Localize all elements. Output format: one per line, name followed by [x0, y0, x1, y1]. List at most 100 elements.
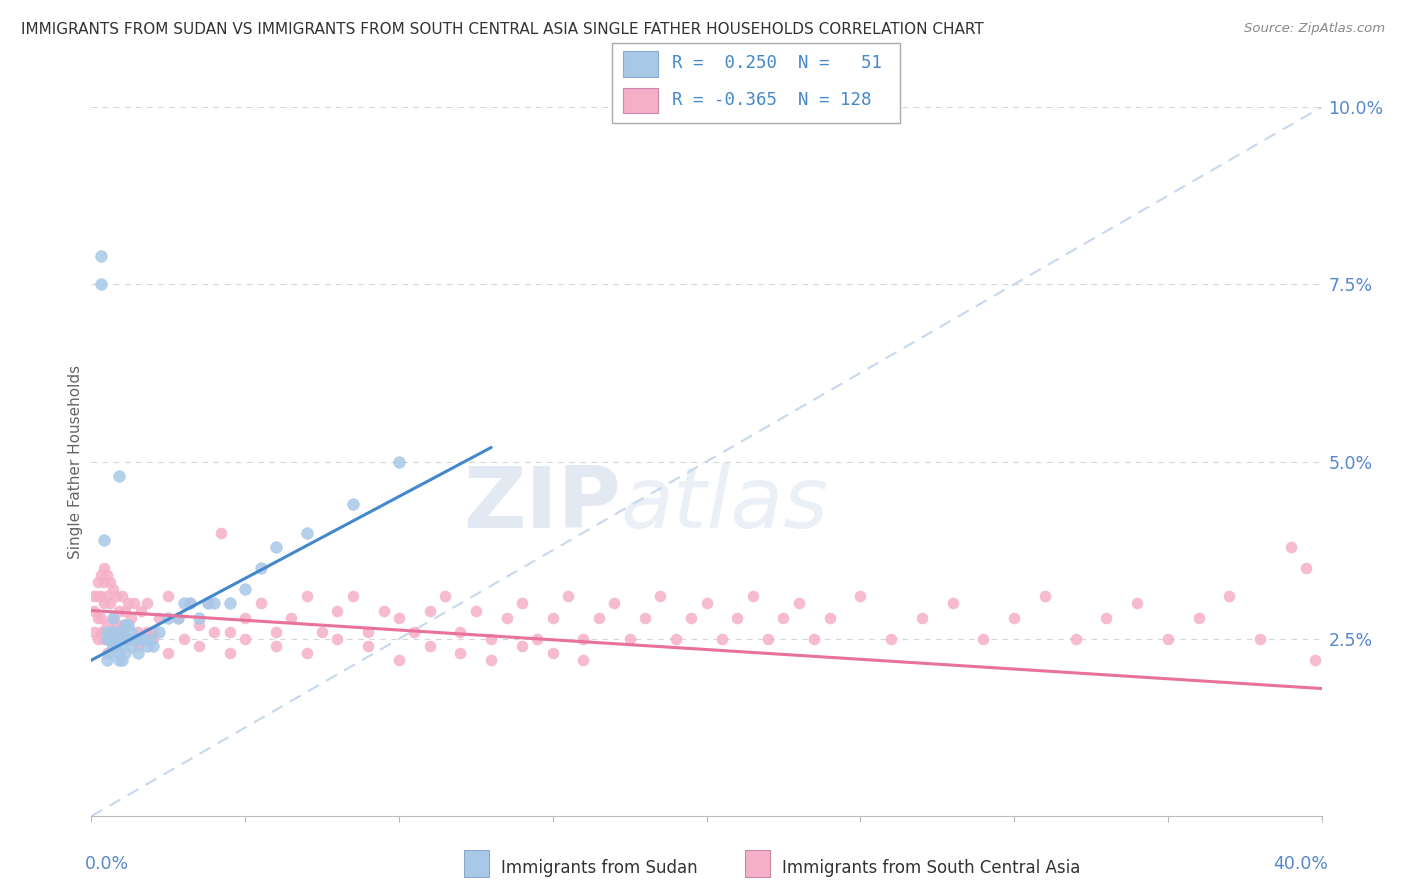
- Point: [218, 624, 240, 639]
- Point: [1305, 653, 1327, 667]
- Point: [120, 624, 142, 639]
- Point: [111, 624, 134, 639]
- Point: [479, 632, 502, 646]
- Point: [787, 597, 810, 611]
- Point: [96, 590, 118, 604]
- Point: [98, 597, 121, 611]
- Point: [135, 639, 157, 653]
- Point: [98, 646, 121, 660]
- Point: [117, 617, 139, 632]
- Point: [98, 575, 121, 590]
- Point: [114, 617, 136, 632]
- Point: [127, 646, 149, 660]
- Bar: [623, 51, 658, 77]
- Point: [419, 639, 441, 653]
- Point: [295, 525, 318, 540]
- Point: [419, 603, 441, 617]
- Point: [342, 590, 364, 604]
- Point: [93, 533, 115, 547]
- Point: [142, 639, 165, 653]
- Point: [342, 497, 364, 511]
- Point: [173, 632, 195, 646]
- Point: [157, 646, 180, 660]
- Point: [90, 277, 112, 292]
- Point: [1126, 597, 1149, 611]
- Point: [650, 590, 672, 604]
- Point: [1002, 610, 1025, 624]
- Point: [741, 590, 763, 604]
- Text: IMMIGRANTS FROM SUDAN VS IMMIGRANTS FROM SOUTH CENTRAL ASIA SINGLE FATHER HOUSEH: IMMIGRANTS FROM SUDAN VS IMMIGRANTS FROM…: [21, 22, 984, 37]
- Point: [148, 624, 170, 639]
- Point: [173, 597, 195, 611]
- Point: [818, 610, 841, 624]
- Point: [96, 617, 118, 632]
- Point: [96, 632, 118, 646]
- Point: [209, 525, 232, 540]
- Point: [101, 610, 124, 624]
- Point: [101, 610, 124, 624]
- Point: [249, 561, 271, 575]
- Point: [233, 582, 256, 597]
- Text: 0.0%: 0.0%: [86, 855, 129, 873]
- Point: [93, 632, 115, 646]
- Point: [1295, 561, 1317, 575]
- Point: [710, 632, 733, 646]
- Point: [148, 610, 170, 624]
- Point: [464, 603, 486, 617]
- Point: [93, 575, 115, 590]
- Point: [96, 653, 118, 667]
- Text: Immigrants from South Central Asia: Immigrants from South Central Asia: [782, 859, 1080, 877]
- Point: [681, 610, 703, 624]
- Point: [911, 610, 934, 624]
- Point: [83, 590, 105, 604]
- Point: [117, 597, 139, 611]
- Point: [295, 590, 318, 604]
- Point: [90, 624, 112, 639]
- Point: [541, 646, 564, 660]
- Point: [120, 610, 142, 624]
- Point: [111, 632, 134, 646]
- Point: [142, 624, 165, 639]
- Point: [725, 610, 748, 624]
- FancyBboxPatch shape: [612, 43, 900, 123]
- Point: [541, 610, 564, 624]
- Point: [108, 646, 131, 660]
- Point: [105, 632, 127, 646]
- Point: [295, 646, 318, 660]
- Point: [135, 624, 157, 639]
- Point: [756, 632, 779, 646]
- Point: [101, 582, 124, 597]
- Point: [1218, 590, 1240, 604]
- Point: [93, 561, 115, 575]
- Point: [86, 575, 108, 590]
- Point: [98, 632, 121, 646]
- Point: [696, 597, 718, 611]
- Point: [111, 653, 134, 667]
- Point: [557, 590, 579, 604]
- Point: [86, 610, 108, 624]
- Point: [1157, 632, 1180, 646]
- Point: [280, 610, 302, 624]
- Text: atlas: atlas: [620, 463, 828, 546]
- Point: [373, 603, 395, 617]
- Point: [111, 624, 134, 639]
- Point: [326, 603, 349, 617]
- Point: [114, 646, 136, 660]
- Point: [166, 610, 188, 624]
- Point: [619, 632, 641, 646]
- Point: [108, 624, 131, 639]
- Point: [1279, 540, 1302, 554]
- Point: [127, 639, 149, 653]
- Point: [665, 632, 688, 646]
- Point: [1187, 610, 1209, 624]
- Point: [90, 610, 112, 624]
- Point: [942, 597, 965, 611]
- Point: [479, 653, 502, 667]
- Text: R = -0.365  N = 128: R = -0.365 N = 128: [672, 91, 872, 109]
- Point: [603, 597, 626, 611]
- Point: [1095, 610, 1118, 624]
- Text: 40.0%: 40.0%: [1272, 855, 1327, 873]
- Point: [129, 603, 152, 617]
- Point: [108, 603, 131, 617]
- Point: [803, 632, 825, 646]
